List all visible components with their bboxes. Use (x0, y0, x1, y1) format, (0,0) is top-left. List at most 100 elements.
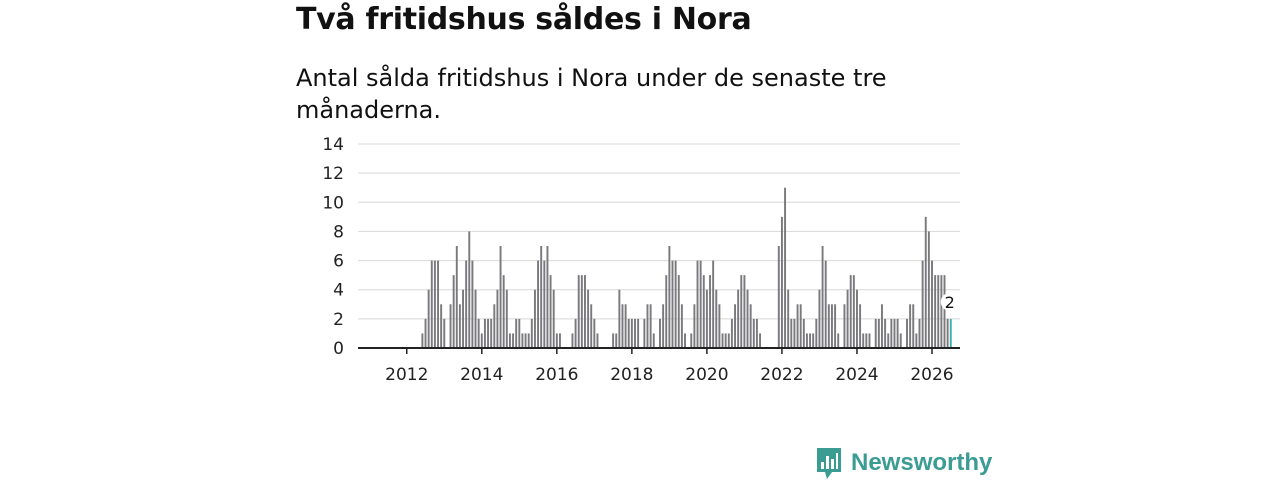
bar (471, 260, 474, 348)
bar (868, 333, 871, 348)
bar (668, 246, 671, 348)
bar (743, 275, 746, 348)
bar (515, 318, 518, 348)
bar (912, 304, 915, 348)
bar (780, 216, 783, 348)
bar (740, 275, 743, 348)
bar (909, 304, 912, 348)
bar (849, 275, 852, 348)
bar (555, 333, 558, 348)
bar (433, 260, 436, 348)
x-tick-label: 2014 (460, 365, 503, 385)
bar (584, 275, 586, 348)
bar (671, 260, 674, 348)
bar (499, 246, 502, 348)
bar (946, 318, 949, 348)
bar (818, 289, 821, 348)
bar (802, 318, 805, 348)
bar (881, 304, 883, 348)
bar (927, 231, 930, 348)
bar (727, 333, 730, 348)
x-tick-label: 2026 (910, 365, 953, 385)
bar (852, 275, 855, 348)
bar (443, 318, 446, 348)
bar (480, 333, 483, 348)
bar (496, 289, 499, 348)
bar (483, 318, 486, 348)
bar (712, 260, 715, 348)
bar (652, 333, 655, 348)
bar (474, 289, 477, 348)
bar (696, 260, 699, 348)
bar (918, 318, 921, 348)
bar (862, 333, 865, 348)
highlight-label-bg (940, 292, 959, 311)
bar (455, 246, 458, 348)
bar (674, 260, 677, 348)
bar (621, 304, 624, 348)
bar (784, 187, 787, 348)
highlight-value-label: 2 (945, 293, 955, 312)
bar (896, 318, 899, 348)
bar (537, 260, 540, 348)
bar (805, 333, 808, 348)
bar (490, 318, 493, 348)
bar (834, 304, 837, 348)
bar (533, 289, 536, 348)
bar (799, 304, 802, 348)
bar (449, 304, 452, 348)
bar (787, 289, 790, 348)
y-tick-label: 0 (333, 339, 344, 359)
y-tick-label: 12 (322, 164, 344, 184)
bar (693, 304, 696, 348)
y-tick-label: 4 (333, 281, 344, 301)
bar (502, 275, 505, 348)
bar (734, 304, 736, 348)
x-tick-label: 2018 (610, 365, 653, 385)
bar (921, 260, 924, 348)
bar (527, 333, 530, 348)
bar (809, 333, 812, 348)
bar (630, 318, 633, 348)
bar (790, 318, 793, 348)
bar (877, 318, 880, 348)
bar (937, 275, 940, 348)
bar (812, 333, 815, 348)
bar (571, 333, 574, 348)
x-tick-label: 2024 (835, 365, 878, 385)
bar (596, 333, 599, 348)
bar (677, 275, 680, 348)
bar (530, 318, 533, 348)
bar (612, 333, 615, 348)
bar (865, 333, 868, 348)
bar (627, 318, 630, 348)
bar (699, 260, 702, 348)
bar (752, 318, 755, 348)
bar (521, 333, 524, 348)
x-tick-label: 2020 (685, 365, 728, 385)
x-tick-label: 2022 (760, 365, 803, 385)
bar (424, 318, 427, 348)
bar (427, 289, 430, 348)
bar (649, 304, 652, 348)
bar (440, 304, 443, 348)
y-tick-label: 2 (333, 310, 344, 330)
bar (540, 246, 543, 348)
bar (465, 260, 468, 348)
bar (824, 260, 827, 348)
headline: Två fritidshus såldes i Nora (296, 2, 752, 37)
bar (715, 289, 718, 348)
bar (796, 304, 799, 348)
bar (512, 333, 515, 348)
bar (755, 318, 758, 348)
x-tick-label: 2012 (385, 365, 428, 385)
bar (634, 318, 636, 348)
bar (637, 318, 640, 348)
bar (730, 318, 733, 348)
y-tick-label: 10 (322, 193, 344, 213)
bar (643, 318, 646, 348)
bar (705, 289, 708, 348)
bar (924, 216, 927, 348)
bar (477, 318, 480, 348)
